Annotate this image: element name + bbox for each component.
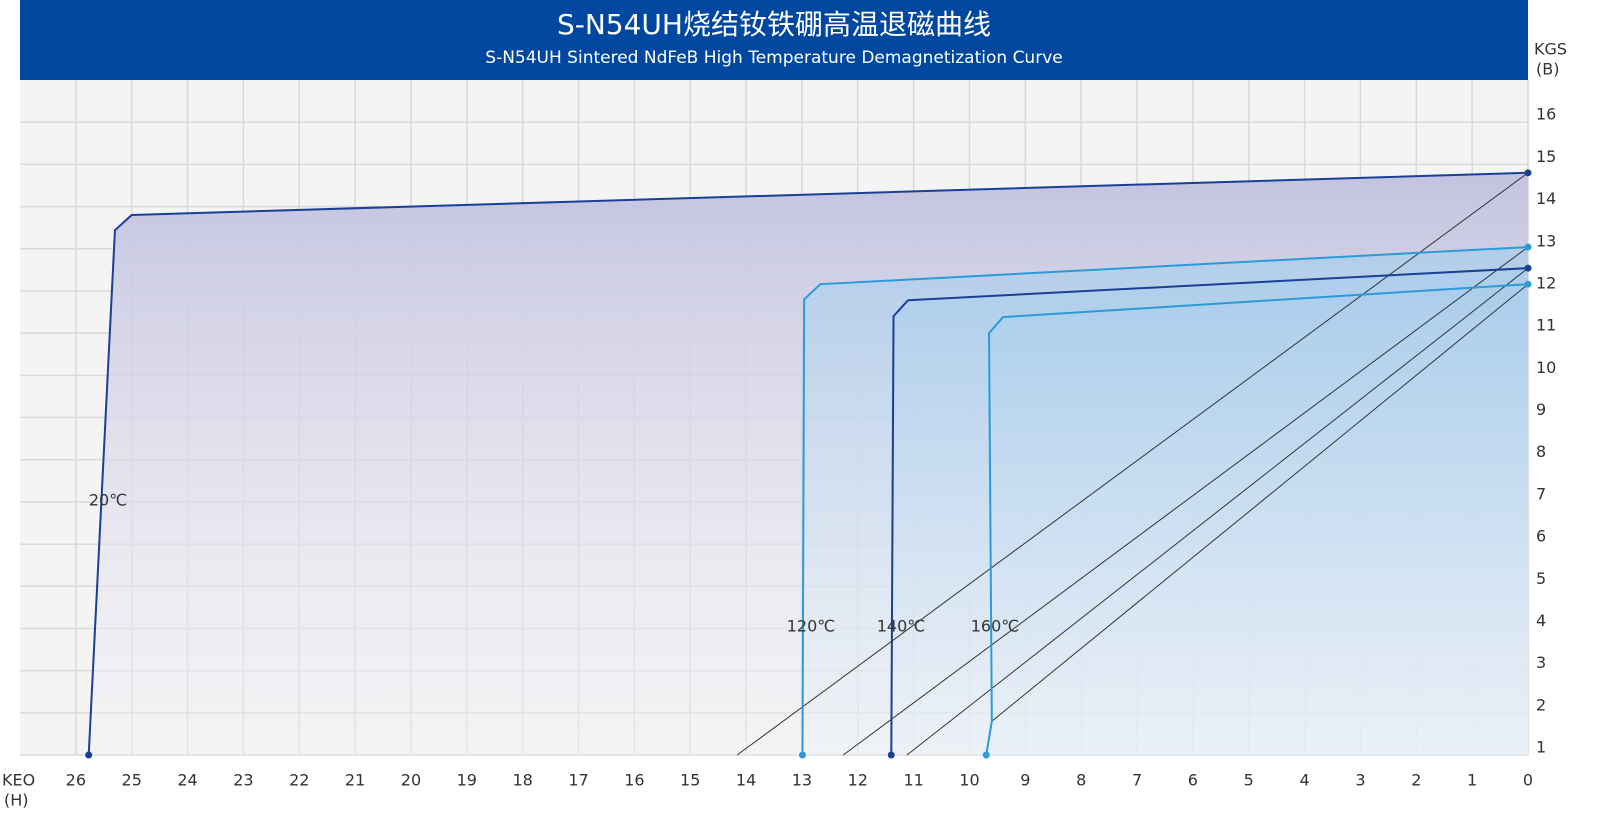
x-tick-label: 14 — [736, 771, 756, 790]
point — [1524, 264, 1532, 272]
x-tick-label: 17 — [568, 771, 588, 790]
x-tick-label: 23 — [233, 771, 253, 790]
series-label: 120℃ — [787, 617, 836, 636]
x-tick-label: 26 — [66, 771, 86, 790]
y-tick-label: 16 — [1536, 105, 1556, 124]
x-tick-label: 6 — [1188, 771, 1198, 790]
load-line — [842, 246, 1529, 756]
title-bar — [20, 0, 1528, 80]
x-tick-label: 21 — [345, 771, 365, 790]
y-tick-label: 13 — [1536, 231, 1556, 250]
x-tick-label: 4 — [1299, 771, 1309, 790]
curve — [87, 171, 1529, 756]
load-line — [991, 283, 1529, 722]
curve-fill — [986, 284, 1528, 755]
x-tick-label: 7 — [1132, 771, 1142, 790]
x-tick-label: 19 — [457, 771, 477, 790]
x-tick-label: 9 — [1020, 771, 1030, 790]
y-tick-label: 14 — [1536, 189, 1556, 208]
x-tick-label: 0 — [1523, 771, 1533, 790]
curve — [985, 283, 1529, 756]
x-tick-label: 2 — [1411, 771, 1421, 790]
x-axis-label: (H) — [4, 791, 29, 810]
x-tick-label: 18 — [512, 771, 532, 790]
point — [85, 751, 93, 759]
y-tick-label: 12 — [1536, 273, 1556, 292]
y-tick-label: 15 — [1536, 147, 1556, 166]
y-tick-label: 10 — [1536, 358, 1556, 377]
series-label: 160℃ — [971, 617, 1020, 636]
x-tick-label: 5 — [1244, 771, 1254, 790]
x-tick-label: 20 — [401, 771, 421, 790]
y-tick-label: 1 — [1536, 738, 1546, 757]
x-tick-label: 13 — [792, 771, 812, 790]
y-axis-label: KGS — [1534, 40, 1567, 59]
y-tick-label: 6 — [1536, 527, 1546, 546]
curve — [801, 246, 1529, 756]
x-tick-label: 10 — [959, 771, 979, 790]
x-tick-label: 15 — [680, 771, 700, 790]
x-tick-label: 8 — [1076, 771, 1086, 790]
series-label: 20℃ — [89, 491, 127, 510]
point — [982, 751, 990, 759]
x-tick-label: 3 — [1355, 771, 1365, 790]
y-tick-label: 9 — [1536, 400, 1546, 419]
y-tick-label: 3 — [1536, 653, 1546, 672]
point — [1524, 169, 1532, 177]
y-tick-label: 5 — [1536, 569, 1546, 588]
load-line — [906, 267, 1529, 756]
point — [887, 751, 895, 759]
x-tick-label: 25 — [122, 771, 142, 790]
curve — [890, 267, 1529, 756]
series-label: 140℃ — [877, 617, 926, 636]
x-tick-label: 11 — [903, 771, 923, 790]
y-tick-label: 4 — [1536, 611, 1546, 630]
x-tick-label: 16 — [624, 771, 644, 790]
point — [1524, 243, 1532, 251]
x-tick-label: 1 — [1467, 771, 1477, 790]
point — [1524, 280, 1532, 288]
point — [798, 751, 806, 759]
y-tick-label: 8 — [1536, 442, 1546, 461]
y-tick-label: 7 — [1536, 484, 1546, 503]
x-tick-label: 22 — [289, 771, 309, 790]
x-tick-label: 24 — [177, 771, 197, 790]
y-tick-label: 11 — [1536, 316, 1556, 335]
load-line — [736, 172, 1529, 756]
chart-subtitle: S-N54UH Sintered NdFeB High Temperature … — [485, 48, 1062, 68]
x-tick-label: 12 — [848, 771, 868, 790]
y-tick-label: 2 — [1536, 695, 1546, 714]
y-axis-label: (B) — [1536, 60, 1559, 79]
chart-title: S-N54UH烧结钕铁硼高温退磁曲线 — [557, 8, 991, 41]
x-axis-label: KEO — [2, 771, 35, 790]
